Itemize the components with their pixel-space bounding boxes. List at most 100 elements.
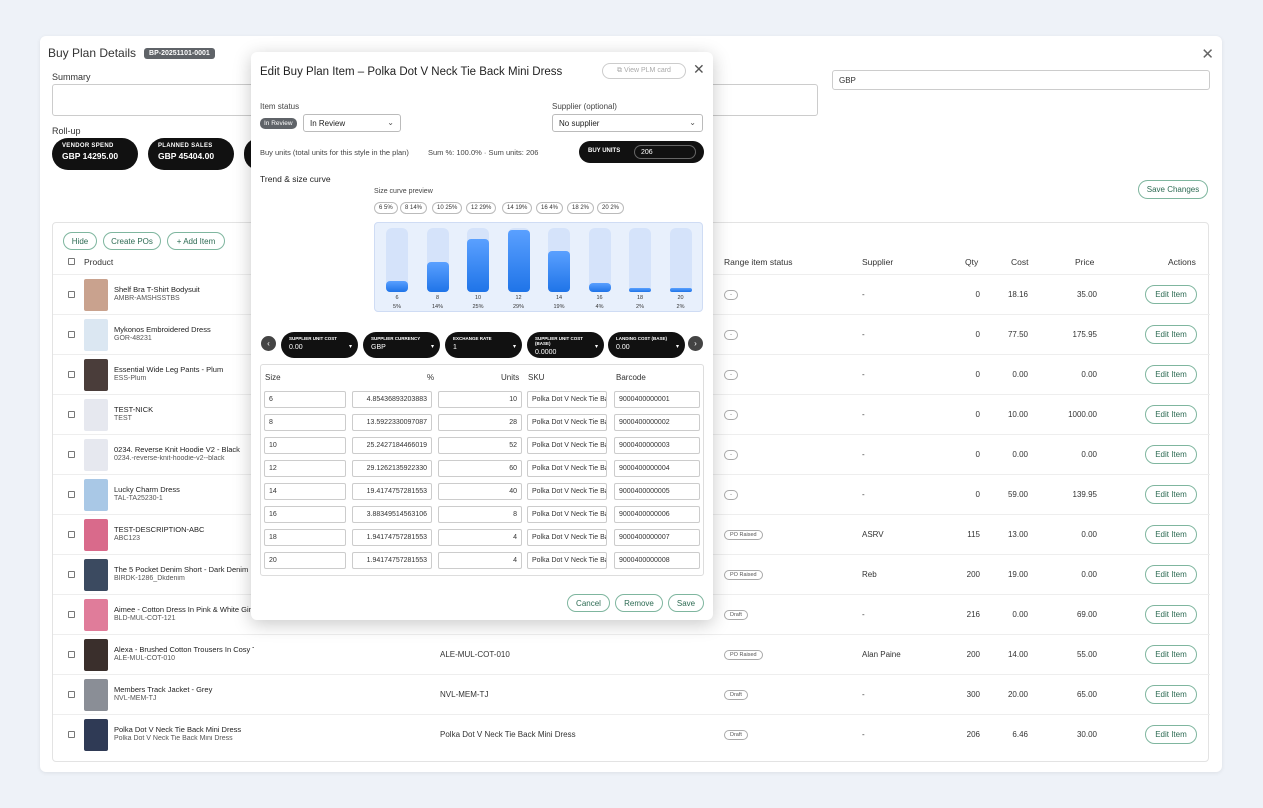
- header-cost[interactable]: Cost: [1011, 257, 1029, 267]
- barcode-cell[interactable]: 9000400000006: [614, 506, 700, 523]
- sku-cell[interactable]: Polka Dot V Neck Tie Back Mini Dress: [527, 506, 607, 523]
- size-chip[interactable]: 8 14%: [400, 202, 428, 214]
- close-icon[interactable]: ✕: [1201, 46, 1214, 63]
- units-cell[interactable]: 4: [438, 552, 522, 569]
- supplier-select[interactable]: No supplier ⌄: [552, 114, 703, 132]
- param-field[interactable]: SUPPLIER UNIT COST (BASE) 0.0000 ▾: [527, 332, 604, 358]
- save-button[interactable]: Save: [668, 594, 704, 612]
- size-cell[interactable]: 12: [264, 460, 346, 477]
- barcode-cell[interactable]: 9000400000002: [614, 414, 700, 431]
- add-item-button[interactable]: + Add Item: [167, 232, 225, 250]
- cancel-button[interactable]: Cancel: [567, 594, 610, 612]
- pct-cell[interactable]: 13.5922330097087: [352, 414, 432, 431]
- view-plm-button[interactable]: ⧉ View PLM card: [602, 63, 686, 79]
- row-checkbox[interactable]: [68, 371, 75, 378]
- row-checkbox[interactable]: [68, 731, 75, 738]
- size-chip[interactable]: 6 5%: [374, 202, 398, 214]
- size-cell[interactable]: 6: [264, 391, 346, 408]
- header-range-status[interactable]: Range item status: [724, 257, 793, 267]
- edit-item-button[interactable]: Edit Item: [1145, 605, 1197, 624]
- header-product[interactable]: Product: [84, 257, 114, 267]
- size-chip[interactable]: 10 25%: [432, 202, 463, 214]
- edit-item-button[interactable]: Edit Item: [1145, 685, 1197, 704]
- row-checkbox[interactable]: [68, 571, 75, 578]
- param-field[interactable]: LANDING COST (BASE) 0.00 ▾: [608, 332, 685, 358]
- size-cell[interactable]: 16: [264, 506, 346, 523]
- barcode-cell[interactable]: 9000400000007: [614, 529, 700, 546]
- size-chip[interactable]: 14 19%: [502, 202, 533, 214]
- size-cell[interactable]: 10: [264, 437, 346, 454]
- param-field[interactable]: SUPPLIER CURRENCY GBP ▾: [363, 332, 440, 358]
- pct-cell[interactable]: 3.88349514563106: [352, 506, 432, 523]
- header-price[interactable]: Price: [1075, 257, 1095, 267]
- param-field[interactable]: SUPPLIER UNIT COST 0.00 ▾: [281, 332, 358, 358]
- barcode-cell[interactable]: 9000400000005: [614, 483, 700, 500]
- scroll-left-arrow[interactable]: ‹: [261, 336, 276, 351]
- size-cell[interactable]: 18: [264, 529, 346, 546]
- size-chip[interactable]: 18 2%: [567, 202, 595, 214]
- buy-units-input[interactable]: 206: [634, 145, 696, 159]
- item-status-select[interactable]: In Review ⌄: [303, 114, 401, 132]
- pct-cell[interactable]: 1.94174757281553: [352, 552, 432, 569]
- barcode-cell[interactable]: 9000400000001: [614, 391, 700, 408]
- header-qty[interactable]: Qty: [965, 257, 979, 267]
- size-cell[interactable]: 14: [264, 483, 346, 500]
- size-chip[interactable]: 12 29%: [466, 202, 497, 214]
- edit-item-button[interactable]: Edit Item: [1145, 325, 1197, 344]
- select-all-checkbox[interactable]: [68, 258, 75, 265]
- edit-item-button[interactable]: Edit Item: [1145, 525, 1197, 544]
- param-field[interactable]: EXCHANGE RATE 1 ▾: [445, 332, 522, 358]
- sku-cell[interactable]: Polka Dot V Neck Tie Back Mini Dress: [527, 460, 607, 477]
- scroll-right-arrow[interactable]: ›: [688, 336, 703, 351]
- edit-item-button[interactable]: Edit Item: [1145, 565, 1197, 584]
- edit-item-button[interactable]: Edit Item: [1145, 485, 1197, 504]
- pct-cell[interactable]: 25.2427184466019: [352, 437, 432, 454]
- row-checkbox[interactable]: [68, 451, 75, 458]
- row-checkbox[interactable]: [68, 611, 75, 618]
- pct-cell[interactable]: 19.4174757281553: [352, 483, 432, 500]
- pct-cell[interactable]: 1.94174757281553: [352, 529, 432, 546]
- size-chip[interactable]: 20 2%: [597, 202, 625, 214]
- edit-item-button[interactable]: Edit Item: [1145, 445, 1197, 464]
- sku-cell[interactable]: Polka Dot V Neck Tie Back Mini Dress: [527, 483, 607, 500]
- units-cell[interactable]: 10: [438, 391, 522, 408]
- barcode-cell[interactable]: 9000400000004: [614, 460, 700, 477]
- sku-cell[interactable]: Polka Dot V Neck Tie Back Mini Dress: [527, 414, 607, 431]
- row-checkbox[interactable]: [68, 331, 75, 338]
- edit-item-button[interactable]: Edit Item: [1145, 365, 1197, 384]
- header-supplier[interactable]: Supplier: [862, 257, 894, 267]
- units-cell[interactable]: 28: [438, 414, 522, 431]
- hide-button[interactable]: Hide: [63, 232, 97, 250]
- sku-cell[interactable]: Polka Dot V Neck Tie Back Mini Dress: [527, 529, 607, 546]
- save-changes-button[interactable]: Save Changes: [1138, 180, 1208, 199]
- pct-cell[interactable]: 29.1262135922330: [352, 460, 432, 477]
- edit-item-button[interactable]: Edit Item: [1145, 645, 1197, 664]
- row-checkbox[interactable]: [68, 291, 75, 298]
- row-checkbox[interactable]: [68, 531, 75, 538]
- remove-button[interactable]: Remove: [615, 594, 663, 612]
- create-pos-button[interactable]: Create POs: [103, 232, 161, 250]
- row-checkbox[interactable]: [68, 691, 75, 698]
- edit-item-button[interactable]: Edit Item: [1145, 405, 1197, 424]
- edit-item-button[interactable]: Edit Item: [1145, 725, 1197, 744]
- size-cell[interactable]: 8: [264, 414, 346, 431]
- row-checkbox[interactable]: [68, 651, 75, 658]
- units-cell[interactable]: 40: [438, 483, 522, 500]
- barcode-cell[interactable]: 9000400000008: [614, 552, 700, 569]
- currency-input[interactable]: GBP: [832, 70, 1210, 90]
- units-cell[interactable]: 52: [438, 437, 522, 454]
- units-cell[interactable]: 8: [438, 506, 522, 523]
- sku-cell[interactable]: Polka Dot V Neck Tie Back Mini Dress: [527, 391, 607, 408]
- sku-cell[interactable]: Polka Dot V Neck Tie Back Mini Dress: [527, 437, 607, 454]
- edit-item-button[interactable]: Edit Item: [1145, 285, 1197, 304]
- size-cell[interactable]: 20: [264, 552, 346, 569]
- row-checkbox[interactable]: [68, 411, 75, 418]
- pct-cell[interactable]: 4.85436893203883: [352, 391, 432, 408]
- sku-cell[interactable]: Polka Dot V Neck Tie Back Mini Dress: [527, 552, 607, 569]
- units-cell[interactable]: 4: [438, 529, 522, 546]
- barcode-cell[interactable]: 9000400000003: [614, 437, 700, 454]
- row-checkbox[interactable]: [68, 491, 75, 498]
- size-chip[interactable]: 16 4%: [536, 202, 564, 214]
- units-cell[interactable]: 60: [438, 460, 522, 477]
- modal-close-icon[interactable]: ✕: [693, 61, 705, 77]
